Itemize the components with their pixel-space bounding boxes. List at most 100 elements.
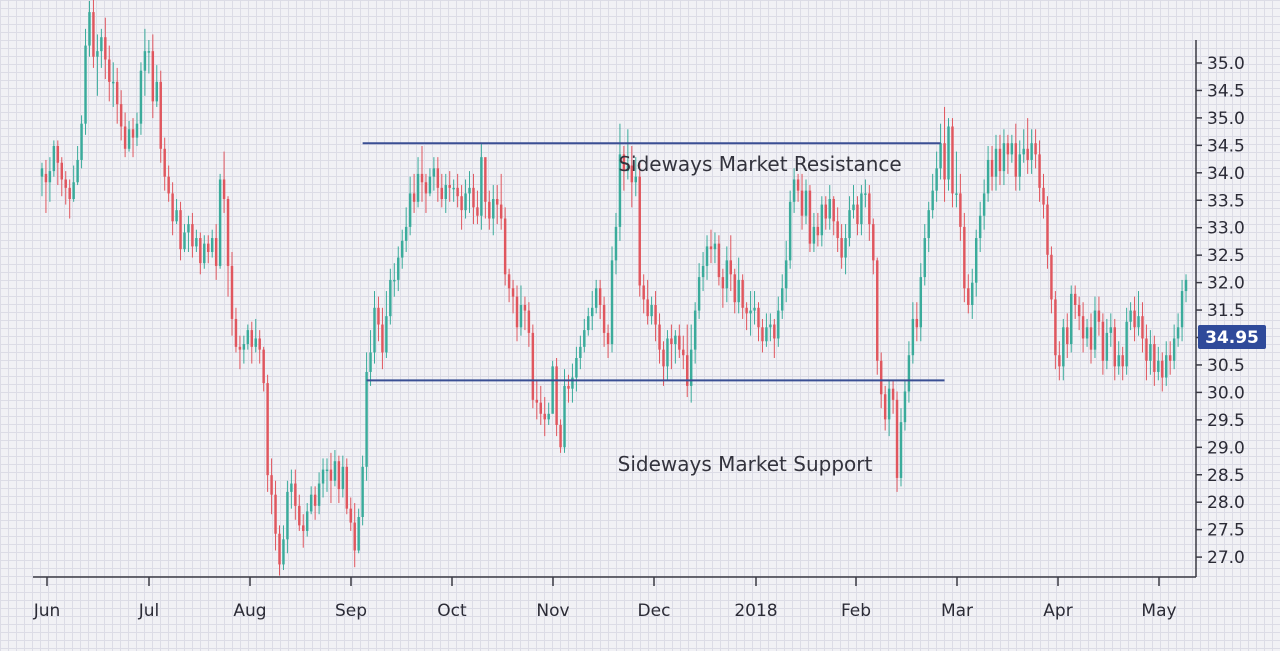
candle-body [915,318,919,328]
candle-body [444,185,447,199]
candle-body [175,210,178,222]
candle-body [788,201,792,261]
candle [796,173,800,202]
y-tick-label: 34.0 [1207,164,1245,184]
candle [365,352,368,481]
candle-body [852,204,855,211]
candle-body [828,199,831,219]
candle-body [1137,316,1140,328]
candle [1137,291,1140,336]
candle-body [357,517,360,551]
candle [254,318,257,353]
candle [246,324,250,350]
candle [147,40,151,74]
candle [864,179,867,208]
candle-body [1101,321,1105,361]
candle [1113,318,1116,381]
candle [670,324,673,370]
candle [96,34,99,96]
candle [313,486,317,520]
candle [68,179,71,219]
candle-body [887,388,891,420]
candle [729,235,733,292]
candle-body [575,358,578,378]
candle [935,151,938,202]
candle [1010,134,1014,163]
candle-body [1069,293,1073,345]
candle-body [1125,321,1128,367]
candle-body [1002,143,1006,172]
candle-body [567,385,570,389]
candle [377,296,380,342]
candle-body [167,176,170,194]
candle-body [967,288,970,305]
candle-body [1145,338,1148,361]
candle-body [626,165,630,172]
candle [72,165,75,202]
candle [1002,129,1006,186]
candle [769,313,772,342]
x-tick-label: Mar [941,601,973,621]
candle [618,123,622,241]
candle [286,480,289,554]
candle-body [56,146,60,163]
candle-body [642,285,645,300]
candle-body [119,104,123,127]
candle-body [781,288,784,311]
candle-body [682,349,685,356]
candle [305,503,309,537]
candle [804,179,808,225]
candle-body [903,391,907,423]
candle [551,360,554,414]
candle [1022,129,1025,163]
candle [638,162,641,297]
candle-body [123,126,127,149]
candle-body [139,70,143,124]
candle [183,224,186,252]
candle-body [678,335,681,350]
candle [341,455,345,498]
candle-body [1153,344,1156,372]
candle-body [131,129,135,138]
candle [602,296,606,347]
candle [309,486,313,515]
candle [686,324,689,398]
candle-body [872,224,875,261]
candle-body [1129,310,1132,322]
candle [654,291,657,342]
candle-body [96,51,99,57]
candle [1141,302,1144,353]
x-tick-label: Apr [1043,601,1072,621]
candle [195,229,198,252]
candle [1046,196,1049,269]
candle-body [254,338,257,347]
candle [1069,285,1073,353]
candle [321,458,325,498]
candle-body [214,238,218,266]
candle-body [507,274,511,289]
candle [404,207,408,252]
candle [123,112,127,158]
candle [203,235,206,269]
y-tick-label: 34.5 [1207,136,1245,156]
candle-body [737,279,740,303]
candle [951,118,954,208]
candle [345,458,349,515]
candle-body [1050,254,1053,300]
candle [567,374,570,403]
candle-body [883,394,887,420]
candle-body [602,305,606,333]
candle [646,279,649,325]
candle [923,224,926,286]
candle [139,62,143,135]
candle-body [361,466,364,517]
candle [606,324,610,358]
candle-body [472,187,475,208]
candle-body [353,522,356,551]
candle-body [309,494,313,512]
candle-body [476,207,479,216]
candle [1006,134,1010,174]
y-tick-label: 30.5 [1207,356,1245,376]
candle [1117,341,1120,375]
candle-body [40,168,44,177]
